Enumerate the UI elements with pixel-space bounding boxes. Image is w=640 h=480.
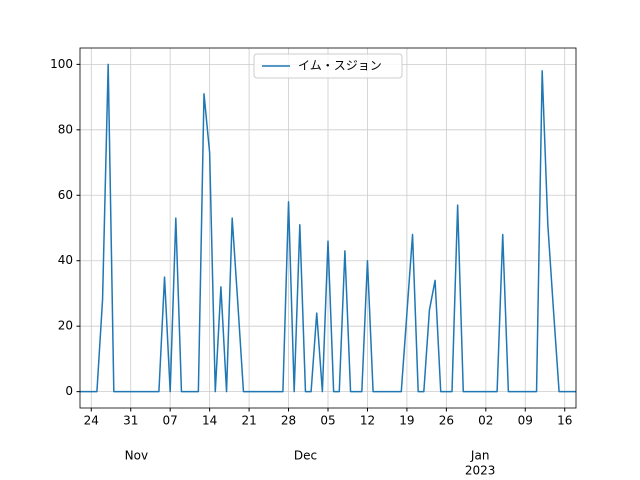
x-tick-label: 02 — [478, 414, 493, 428]
x-tick-label: 12 — [360, 414, 375, 428]
y-tick-label: 40 — [58, 253, 73, 267]
x-tick-label: 09 — [518, 414, 533, 428]
y-tick-label: 100 — [50, 57, 73, 71]
y-tick-label: 80 — [58, 122, 73, 136]
month-label: Nov — [125, 449, 148, 463]
month-label: Dec — [294, 449, 317, 463]
x-tick-label: 26 — [439, 414, 454, 428]
x-tick-label: 07 — [163, 414, 178, 428]
x-tick-label: 24 — [84, 414, 99, 428]
x-tick-label: 21 — [241, 414, 256, 428]
x-tick-label: 14 — [202, 414, 217, 428]
legend: イム・スジョン — [253, 53, 403, 79]
y-tick-label: 60 — [58, 188, 73, 202]
year-label: 2023 — [465, 464, 496, 478]
x-tick-label: 05 — [320, 414, 335, 428]
y-tick-label: 20 — [58, 319, 73, 333]
y-tick-label: 0 — [65, 384, 73, 398]
month-label: Jan — [470, 449, 490, 463]
x-tick-label: 16 — [557, 414, 572, 428]
axes-frame — [79, 47, 577, 409]
x-tick-label: 31 — [123, 414, 138, 428]
x-tick-label: 19 — [399, 414, 414, 428]
line — [80, 63, 576, 393]
x-tick-label: 28 — [281, 414, 296, 428]
legend-label: イム・スジョン — [298, 59, 382, 73]
legend-box — [253, 53, 403, 79]
